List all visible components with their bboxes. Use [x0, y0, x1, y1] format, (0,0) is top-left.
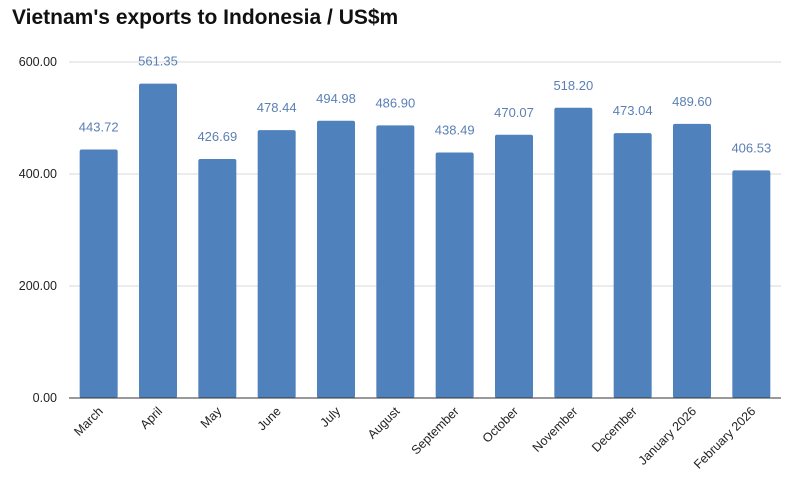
- data-label: 406.53: [731, 140, 771, 155]
- x-tick-label: January 2026: [636, 404, 699, 467]
- y-tick-label: 400.00: [19, 167, 57, 181]
- x-tick-label: April: [138, 404, 166, 432]
- bar: [554, 107, 593, 399]
- data-label: 478.44: [257, 100, 297, 115]
- x-tick-label: October: [480, 404, 521, 445]
- y-tick-label: 0.00: [33, 391, 57, 405]
- x-tick-label: March: [71, 404, 105, 438]
- data-label: 473.04: [613, 103, 653, 118]
- chart-title: Vietnam's exports to Indonesia / US$m: [12, 6, 399, 29]
- x-tick-label: September: [409, 404, 462, 457]
- y-tick-label: 600.00: [19, 55, 57, 69]
- data-label: 486.90: [375, 95, 415, 110]
- data-label: 438.49: [435, 122, 475, 137]
- data-label: 494.98: [316, 91, 356, 106]
- x-tick-label: June: [255, 404, 284, 433]
- x-tick-label: July: [317, 404, 343, 430]
- data-label: 489.60: [672, 94, 712, 109]
- bar: [673, 123, 711, 398]
- y-tick-label: 200.00: [19, 279, 57, 293]
- x-tick-label: November: [530, 404, 581, 455]
- bar: [495, 134, 533, 398]
- x-tick-label: February 2026: [691, 404, 758, 471]
- bar: [257, 130, 296, 398]
- bar: [317, 120, 355, 398]
- x-tick-label: December: [589, 404, 640, 455]
- bar: [79, 149, 118, 398]
- x-tick-label: May: [198, 404, 225, 431]
- bar: [435, 152, 474, 398]
- data-label: 426.69: [197, 129, 237, 144]
- data-label: 470.07: [494, 105, 534, 120]
- x-tick-label: August: [365, 404, 403, 442]
- data-label: 443.72: [79, 120, 119, 135]
- bar: [376, 125, 415, 398]
- data-label: 518.20: [553, 78, 593, 93]
- bar: [732, 170, 771, 398]
- bar: [139, 83, 177, 399]
- data-label: 561.35: [138, 54, 178, 69]
- bar: [198, 159, 237, 398]
- bar: [613, 133, 652, 398]
